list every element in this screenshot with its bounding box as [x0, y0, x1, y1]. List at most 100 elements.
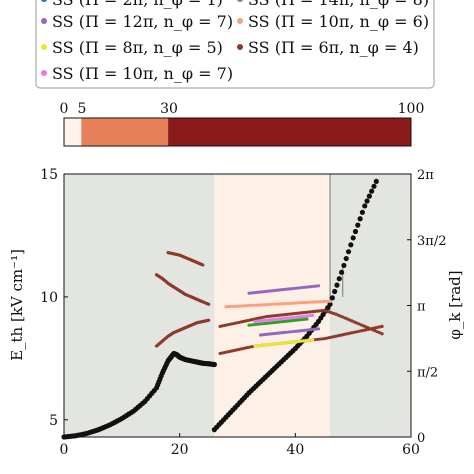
point-3-0-0-2 — [252, 291, 256, 295]
point-6-0-5 — [311, 313, 315, 317]
y-axis-right: 0 π/2 π 3π/2 2π — [407, 168, 446, 446]
legend-label-7: SS (Π = 10π, n_φ = 7) — [52, 64, 233, 83]
point-3-1-2-2 — [286, 330, 290, 334]
point-3-0-0-4 — [256, 290, 260, 294]
point-6-0-0-3 — [260, 319, 264, 323]
point-3-0-3 — [282, 287, 286, 292]
colorbar-tick-0: 0 — [60, 101, 69, 117]
point-0-1-13-4 — [371, 183, 377, 189]
legend-label-4: SS (Π = 10π, n_φ = 6) — [248, 12, 429, 31]
point-2-0-3-3 — [265, 302, 270, 307]
point-5-0-1-1 — [261, 322, 265, 326]
point-3-0-5-3 — [312, 284, 316, 288]
point-0-1-11-4 — [348, 242, 354, 248]
point-1-3-7 — [299, 311, 303, 315]
point-3-0-3-2 — [286, 287, 290, 291]
point-0-1-12-1 — [352, 228, 359, 235]
point-2-0-7-1 — [307, 300, 311, 304]
point-5-0-2-1 — [272, 320, 277, 325]
colorbar-tick-100: 100 — [398, 101, 425, 117]
point-3-1-0-4 — [268, 332, 272, 336]
point-5-0-3-2 — [286, 319, 290, 323]
point-4-0-0 — [253, 344, 257, 348]
point-3-0-2-3 — [277, 288, 281, 292]
y-tick-label-0: 5 — [49, 413, 58, 429]
point-2-0-8-4 — [326, 299, 330, 304]
point-1-3-6 — [287, 312, 292, 316]
y2-tick-label-0: 0 — [417, 431, 425, 446]
point-3-1-3-3 — [300, 328, 304, 333]
point-6-0-2-3 — [283, 316, 287, 320]
point-4-0-3-1 — [290, 340, 294, 344]
point-2-0-2 — [247, 303, 251, 308]
point-2-0-0-1 — [226, 305, 230, 309]
point-2-0-5-2 — [286, 301, 290, 306]
point-3-1-3-1 — [296, 329, 300, 333]
point-1-4-8-3 — [318, 337, 322, 341]
point-1-3-4-2 — [269, 314, 273, 318]
point-3-0-2 — [270, 289, 274, 293]
point-2-0-7-2 — [309, 300, 314, 304]
legend-label-1: SS (Π = 2π, n_φ = 1) — [52, 0, 223, 9]
point-1-3-8-2 — [315, 309, 319, 313]
legend-marker-6 — [237, 44, 243, 50]
point-6-0-3-4 — [297, 315, 301, 319]
legend-marker-4 — [237, 18, 243, 24]
point-6-0-0 — [253, 319, 257, 324]
y-axis-label-right: φ_k [rad] — [446, 270, 464, 339]
point-4-0-2-1 — [278, 341, 282, 345]
legend-marker-7 — [41, 70, 47, 76]
point-0-1-14 — [373, 178, 379, 184]
point-5-0-2-3 — [277, 320, 281, 324]
point-2-0-2-2 — [252, 303, 256, 307]
point-2-0-4-1 — [272, 302, 277, 306]
point-6-0-3-1 — [290, 315, 294, 320]
point-2-0-1 — [235, 304, 240, 308]
point-5-0-0-4 — [256, 322, 260, 326]
point-2-0-8-1 — [319, 300, 323, 304]
point-3-1-4-3 — [312, 327, 316, 331]
series-2 — [224, 299, 332, 309]
point-0-1-11-1 — [341, 262, 347, 269]
point-3-1-0-1 — [261, 333, 265, 337]
point-2-0-1-1 — [238, 304, 242, 308]
point-6-0-1-1 — [267, 318, 271, 322]
plot-area: 0 20 40 60 5 10 15 0 π/2 π 3π/2 2π E_th [kV cm⁻¹]… — [8, 167, 464, 458]
point-6-0-3-2 — [292, 315, 296, 319]
point-0-1-13-1 — [364, 198, 370, 204]
point-3-1-3-4 — [302, 328, 307, 332]
point-4-0-1-2 — [269, 342, 273, 346]
point-4-0-2-2 — [281, 341, 285, 345]
point-4-0-1-1 — [267, 342, 271, 347]
series-3 — [247, 284, 321, 337]
point-6-0-4-2 — [304, 314, 308, 318]
point-1-4-8-1 — [313, 338, 317, 342]
y2-tick-label-4: 2π — [417, 168, 434, 183]
point-0-1-12-3 — [357, 216, 363, 222]
y2-tick-label-2: π — [417, 300, 426, 315]
point-2-0-4 — [270, 302, 274, 306]
legend-row-3: SS (Π = 8π, n_φ = 5) SS (Π = 6π, n_φ = 4… — [41, 38, 419, 57]
point-3-1-4-4 — [314, 327, 318, 331]
point-5-0-3 — [282, 319, 286, 324]
point-0-1-12 — [350, 235, 356, 241]
point-2-0-2-1 — [249, 303, 253, 308]
point-3-1-1 — [270, 332, 274, 336]
point-2-0-9 — [328, 299, 332, 303]
point-0-1-10-3 — [334, 282, 340, 288]
legend-label-5: SS (Π = 8π, n_φ = 5) — [52, 38, 223, 57]
point-3-0-3-1 — [284, 287, 288, 291]
point-4-0-4-2 — [304, 339, 308, 343]
point-6-0-2-1 — [278, 317, 282, 321]
point-2-0-2-3 — [254, 303, 258, 307]
point-6-0-3 — [287, 316, 292, 320]
point-3-1-2-4 — [291, 329, 295, 334]
point-2-0-0-2 — [228, 304, 233, 309]
point-1-3-8-4 — [320, 309, 324, 313]
point-0-1-11-2 — [343, 255, 349, 262]
point-2-0-6-4 — [302, 300, 307, 305]
region-shading — [64, 174, 411, 437]
data-series — [61, 178, 384, 440]
point-6-0-4-4 — [308, 313, 312, 318]
